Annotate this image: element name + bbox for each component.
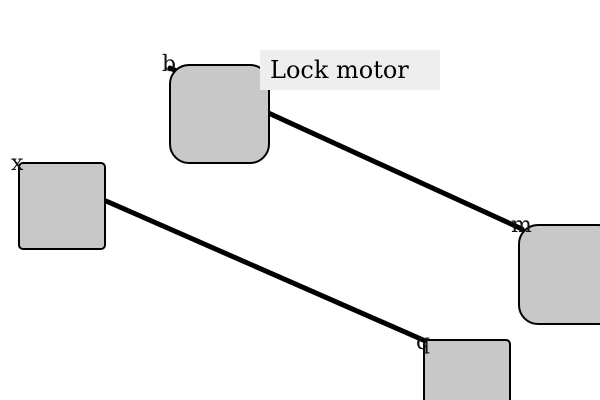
- port-label-m: m: [511, 213, 532, 238]
- edge-label-lock-motor[interactable]: Lock motor: [260, 50, 440, 90]
- port-label-x: x: [11, 151, 24, 176]
- connector-x-q[interactable]: [103, 198, 433, 346]
- node-x[interactable]: [18, 162, 106, 250]
- port-label-b: b: [162, 52, 177, 77]
- node-q[interactable]: [423, 339, 511, 400]
- port-label-q: q: [416, 330, 431, 355]
- node-b[interactable]: [169, 64, 270, 164]
- node-m[interactable]: [518, 224, 600, 325]
